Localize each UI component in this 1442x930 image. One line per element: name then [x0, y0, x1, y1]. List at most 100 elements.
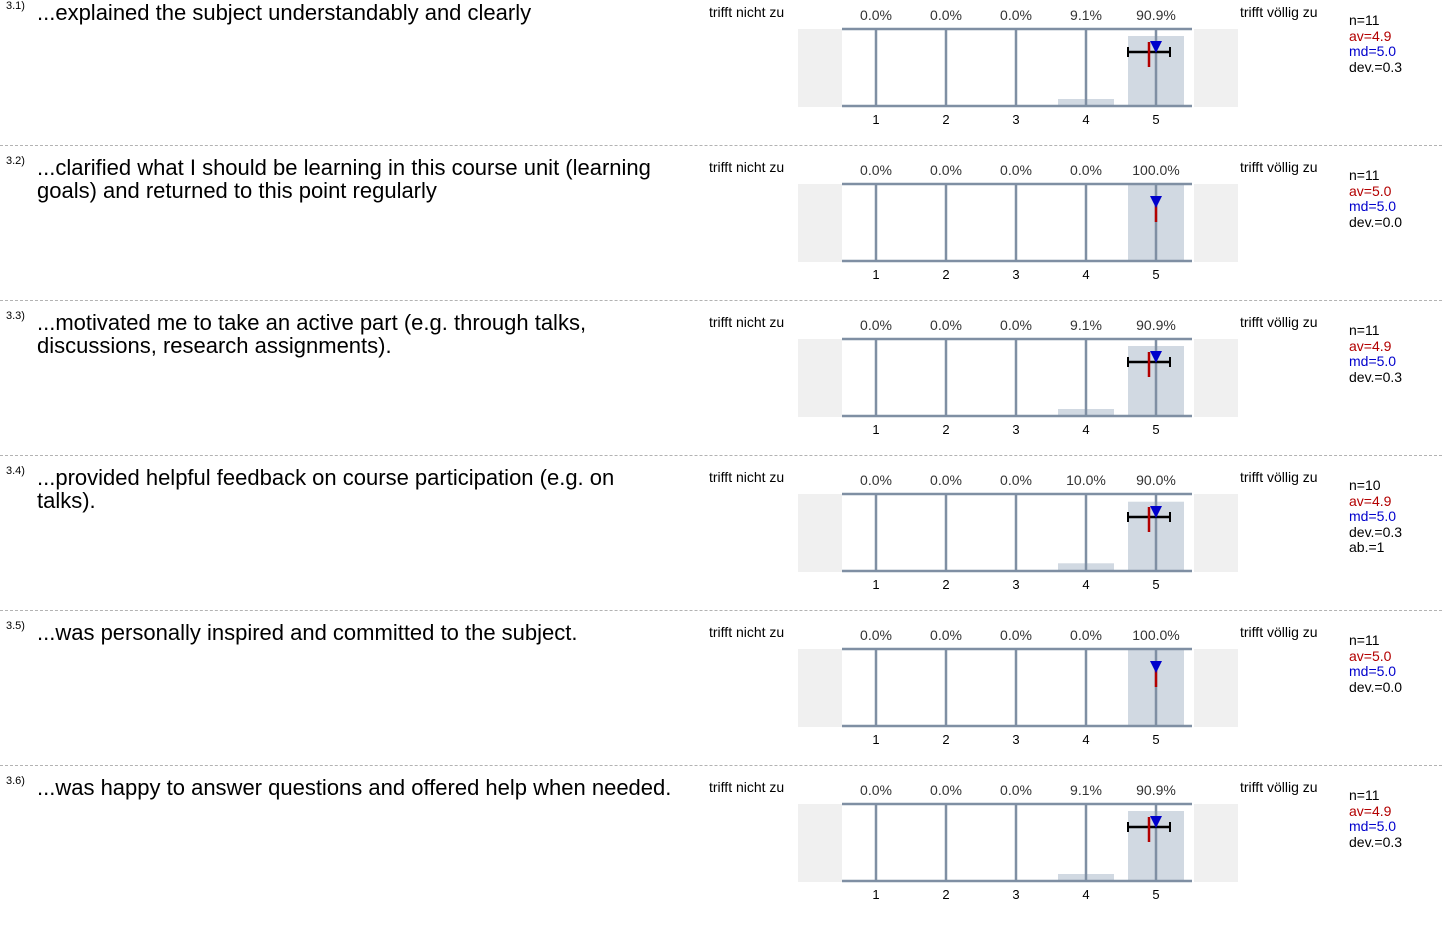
value-label: 90.9%	[1136, 7, 1176, 23]
value-label: 0.0%	[930, 7, 962, 23]
value-label: 10.0%	[1066, 472, 1106, 488]
right-side-panel	[1194, 29, 1238, 107]
tick-label: 3	[1012, 112, 1019, 127]
question-number: 3.6)	[6, 775, 25, 787]
histogram-chart: 0.0% 0.0% 0.0% 9.1% 90.9% 1 2 3 4 5	[798, 317, 1238, 437]
stat-n: n=11	[1349, 632, 1380, 648]
value-label: 100.0%	[1132, 162, 1179, 178]
right-side-panel	[1194, 649, 1238, 727]
median-marker	[1150, 816, 1162, 828]
statistics: n=11 av=5.0 md=5.0 dev.=0.0	[1349, 632, 1403, 695]
statistics: n=11 av=4.9 md=5.0 dev.=0.3	[1349, 787, 1403, 850]
row-separator	[0, 145, 1442, 146]
value-label: 9.1%	[1070, 317, 1102, 333]
tick-label: 5	[1152, 887, 1159, 902]
stat-n: n=10	[1349, 477, 1381, 493]
tick-label: 1	[872, 577, 879, 592]
stat-average: av=5.0	[1349, 647, 1392, 664]
stat-median: md=5.0	[1349, 818, 1397, 834]
value-label: 100.0%	[1132, 627, 1179, 643]
stat-n: n=11	[1349, 787, 1380, 803]
scale-left-label: trifft nicht zu	[709, 159, 785, 175]
scale-left-label: trifft nicht zu	[709, 624, 785, 640]
tick-label: 2	[942, 732, 949, 747]
scale-right-label: trifft völlig zu	[1240, 159, 1318, 175]
tick-label: 1	[872, 422, 879, 437]
value-label: 0.0%	[1000, 317, 1032, 333]
tick-label: 3	[1012, 732, 1019, 747]
tick-label: 4	[1082, 887, 1089, 902]
question-row: 3.2) ...clarified what I should be learni…	[0, 155, 1442, 310]
value-label: 90.9%	[1136, 317, 1176, 333]
stat-median: md=5.0	[1349, 353, 1397, 369]
row-separator	[0, 300, 1442, 301]
right-side-panel	[1194, 494, 1238, 572]
value-label: 0.0%	[1000, 782, 1032, 798]
median-marker	[1150, 351, 1162, 363]
question-row: 3.3) ...motivated me to take an active pa…	[0, 310, 1442, 465]
tick-label: 1	[872, 887, 879, 902]
question-text: ...was personally inspired and committed…	[37, 620, 578, 645]
scale-left-label: trifft nicht zu	[709, 314, 785, 330]
stat-deviation: dev.=0.3	[1349, 368, 1403, 385]
stat-average: av=4.9	[1349, 802, 1392, 819]
stat-deviation: dev.=0.0	[1349, 678, 1403, 695]
tick-label: 2	[942, 422, 949, 437]
histogram-chart: 0.0% 0.0% 0.0% 0.0% 100.0% 1 2 3 4 5	[798, 162, 1238, 282]
value-label: 90.0%	[1136, 472, 1176, 488]
value-label: 0.0%	[930, 472, 962, 488]
stat-average: av=4.9	[1349, 492, 1392, 509]
value-label: 0.0%	[930, 162, 962, 178]
stat-n: n=11	[1349, 322, 1380, 338]
scale-left-label: trifft nicht zu	[709, 469, 785, 485]
value-label: 0.0%	[860, 472, 892, 488]
tick-label: 2	[942, 267, 949, 282]
value-label: 0.0%	[1000, 627, 1032, 643]
question-number: 3.1)	[6, 0, 25, 12]
stat-median: md=5.0	[1349, 198, 1397, 214]
value-label: 9.1%	[1070, 7, 1102, 23]
question-row: 3.5) ...was personally inspired and commi…	[0, 620, 1442, 775]
tick-label: 5	[1152, 267, 1159, 282]
stat-deviation: dev.=0.0	[1349, 213, 1403, 230]
row-separator	[0, 765, 1442, 766]
tick-label: 5	[1152, 422, 1159, 437]
value-label: 0.0%	[1070, 162, 1102, 178]
row-separator	[0, 610, 1442, 611]
histogram-chart: 0.0% 0.0% 0.0% 9.1% 90.9% 1 2 3 4 5	[798, 7, 1238, 127]
question-number: 3.5)	[6, 620, 25, 632]
statistics: n=11 av=5.0 md=5.0 dev.=0.0	[1349, 167, 1403, 230]
value-label: 0.0%	[1070, 627, 1102, 643]
stat-deviation: dev.=0.3	[1349, 58, 1403, 75]
tick-label: 3	[1012, 577, 1019, 592]
left-side-panel	[798, 494, 842, 572]
value-label: 0.0%	[860, 162, 892, 178]
stat-average: av=5.0	[1349, 182, 1392, 199]
left-side-panel	[798, 29, 842, 107]
right-side-panel	[1194, 804, 1238, 882]
question-row: 3.6) ...was happy to answer questions and…	[0, 775, 1442, 930]
histogram-chart: 0.0% 0.0% 0.0% 0.0% 100.0% 1 2 3 4 5	[798, 627, 1238, 747]
value-label: 90.9%	[1136, 782, 1176, 798]
question-text: ...provided helpful feedback on course p…	[37, 465, 615, 513]
question-row: 3.4) ...provided helpful feedback on cour…	[0, 465, 1442, 620]
scale-right-label: trifft völlig zu	[1240, 779, 1318, 795]
tick-label: 4	[1082, 577, 1089, 592]
question-text: ...clarified what I should be learning i…	[37, 155, 651, 203]
tick-label: 5	[1152, 732, 1159, 747]
left-side-panel	[798, 804, 842, 882]
tick-label: 5	[1152, 112, 1159, 127]
tick-label: 3	[1012, 887, 1019, 902]
stat-deviation: dev.=0.3	[1349, 833, 1403, 850]
question-row: 3.1) ...explained the subject understanda…	[0, 0, 1442, 155]
value-label: 0.0%	[1000, 162, 1032, 178]
value-label: 9.1%	[1070, 782, 1102, 798]
median-marker	[1150, 661, 1162, 673]
tick-label: 1	[872, 732, 879, 747]
question-number: 3.2)	[6, 155, 25, 167]
statistics: n=11 av=4.9 md=5.0 dev.=0.3	[1349, 322, 1403, 385]
tick-label: 4	[1082, 732, 1089, 747]
left-side-panel	[798, 649, 842, 727]
scale-right-label: trifft völlig zu	[1240, 314, 1318, 330]
tick-label: 4	[1082, 267, 1089, 282]
